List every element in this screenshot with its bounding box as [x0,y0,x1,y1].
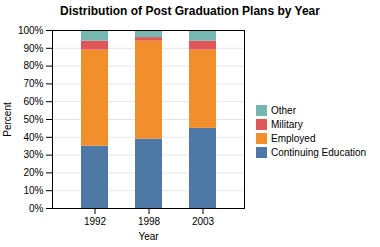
svg-text:2003: 2003 [192,216,215,227]
html-text:Military: Military [271,118,303,130]
svg-text:100%: 100% [18,25,44,36]
svg-text:Percent: Percent [2,102,13,137]
svg-text:1992: 1992 [84,216,107,227]
svg-text:Year: Year [138,231,159,242]
svg-text:60%: 60% [23,96,43,107]
svg-text:80%: 80% [23,60,43,71]
svg-text:70%: 70% [23,78,43,89]
svg-text:10%: 10% [23,185,43,196]
svg-text:40%: 40% [23,132,43,143]
html-text:Continuing Education: Continuing Education [271,146,367,158]
svg-text:50%: 50% [23,114,43,125]
svg-text:1998: 1998 [138,216,161,227]
svg-text:0%: 0% [29,203,44,214]
html-text:Distribution of Post Graduatio: Distribution of Post Graduation Plans by… [60,4,320,18]
html-text:Other: Other [271,104,296,116]
html-text:Employed: Employed [271,132,316,144]
svg-text:30%: 30% [23,149,43,160]
svg-text:90%: 90% [23,43,43,54]
svg-text:20%: 20% [23,167,43,178]
